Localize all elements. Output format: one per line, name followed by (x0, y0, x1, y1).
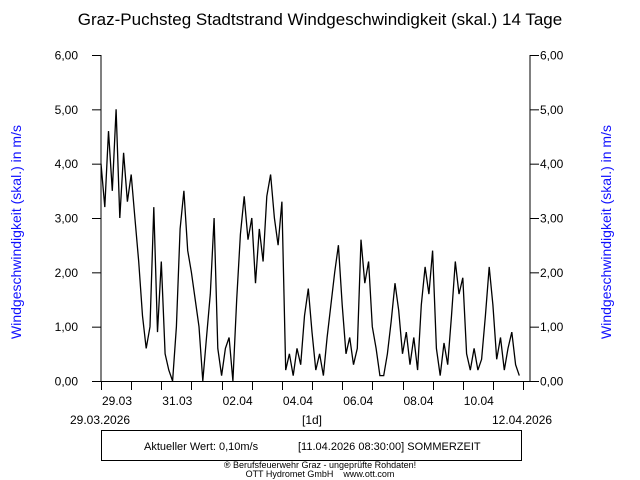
y-tick-label-left: 1,00 (55, 320, 79, 334)
y-tick-label-left: 6,00 (55, 49, 79, 63)
y-tick-label-left: 2,00 (55, 266, 79, 280)
x-end-date: 12.04.2026 (492, 413, 553, 427)
y-tick-label-right: 2,00 (540, 266, 564, 280)
series-line-wind-speed (100, 109, 520, 382)
x-tick-label: 04.04 (283, 394, 313, 408)
chart-title: Graz-Puchsteg Stadtstrand Windgeschwindi… (77, 10, 563, 29)
y-tick-label-right: 3,00 (540, 212, 564, 226)
y-tick-label-left: 5,00 (55, 103, 79, 117)
x-tick-label: 10.04 (464, 394, 494, 408)
y-tick-label-left: 4,00 (55, 157, 79, 171)
footer-vendor: OTT Hydromet GmbH www.ott.com (245, 469, 395, 479)
current-value-box: Aktueller Wert: 0,10m/s [11.04.2026 08:3… (101, 430, 522, 461)
x-interval-label: [1d] (302, 413, 323, 427)
y-tick-label-right: 0,00 (540, 375, 564, 389)
x-tick-label: 31.03 (162, 394, 192, 408)
x-tick-label: 06.04 (343, 394, 373, 408)
footer-copyright: ® Berufsfeuerwehr Graz - ungeprüfte Rohd… (223, 460, 417, 470)
x-start-date: 29.03.2026 (70, 413, 131, 427)
x-tick-label: 29.03 (102, 394, 132, 408)
current-timestamp: [11.04.2026 08:30:00] SOMMERZEIT (298, 441, 481, 453)
y-tick-label-left: 0,00 (55, 375, 79, 389)
y-tick-label-left: 3,00 (55, 212, 79, 226)
y-tick-label-right: 4,00 (540, 157, 564, 171)
current-value: Aktueller Wert: 0,10m/s (144, 441, 259, 453)
y-tick-label-right: 6,00 (540, 49, 564, 63)
x-tick-label: 08.04 (404, 394, 434, 408)
x-tick-label: 02.04 (223, 394, 253, 408)
y-tick-label-right: 1,00 (540, 320, 564, 334)
y-tick-label-right: 5,00 (540, 103, 564, 117)
